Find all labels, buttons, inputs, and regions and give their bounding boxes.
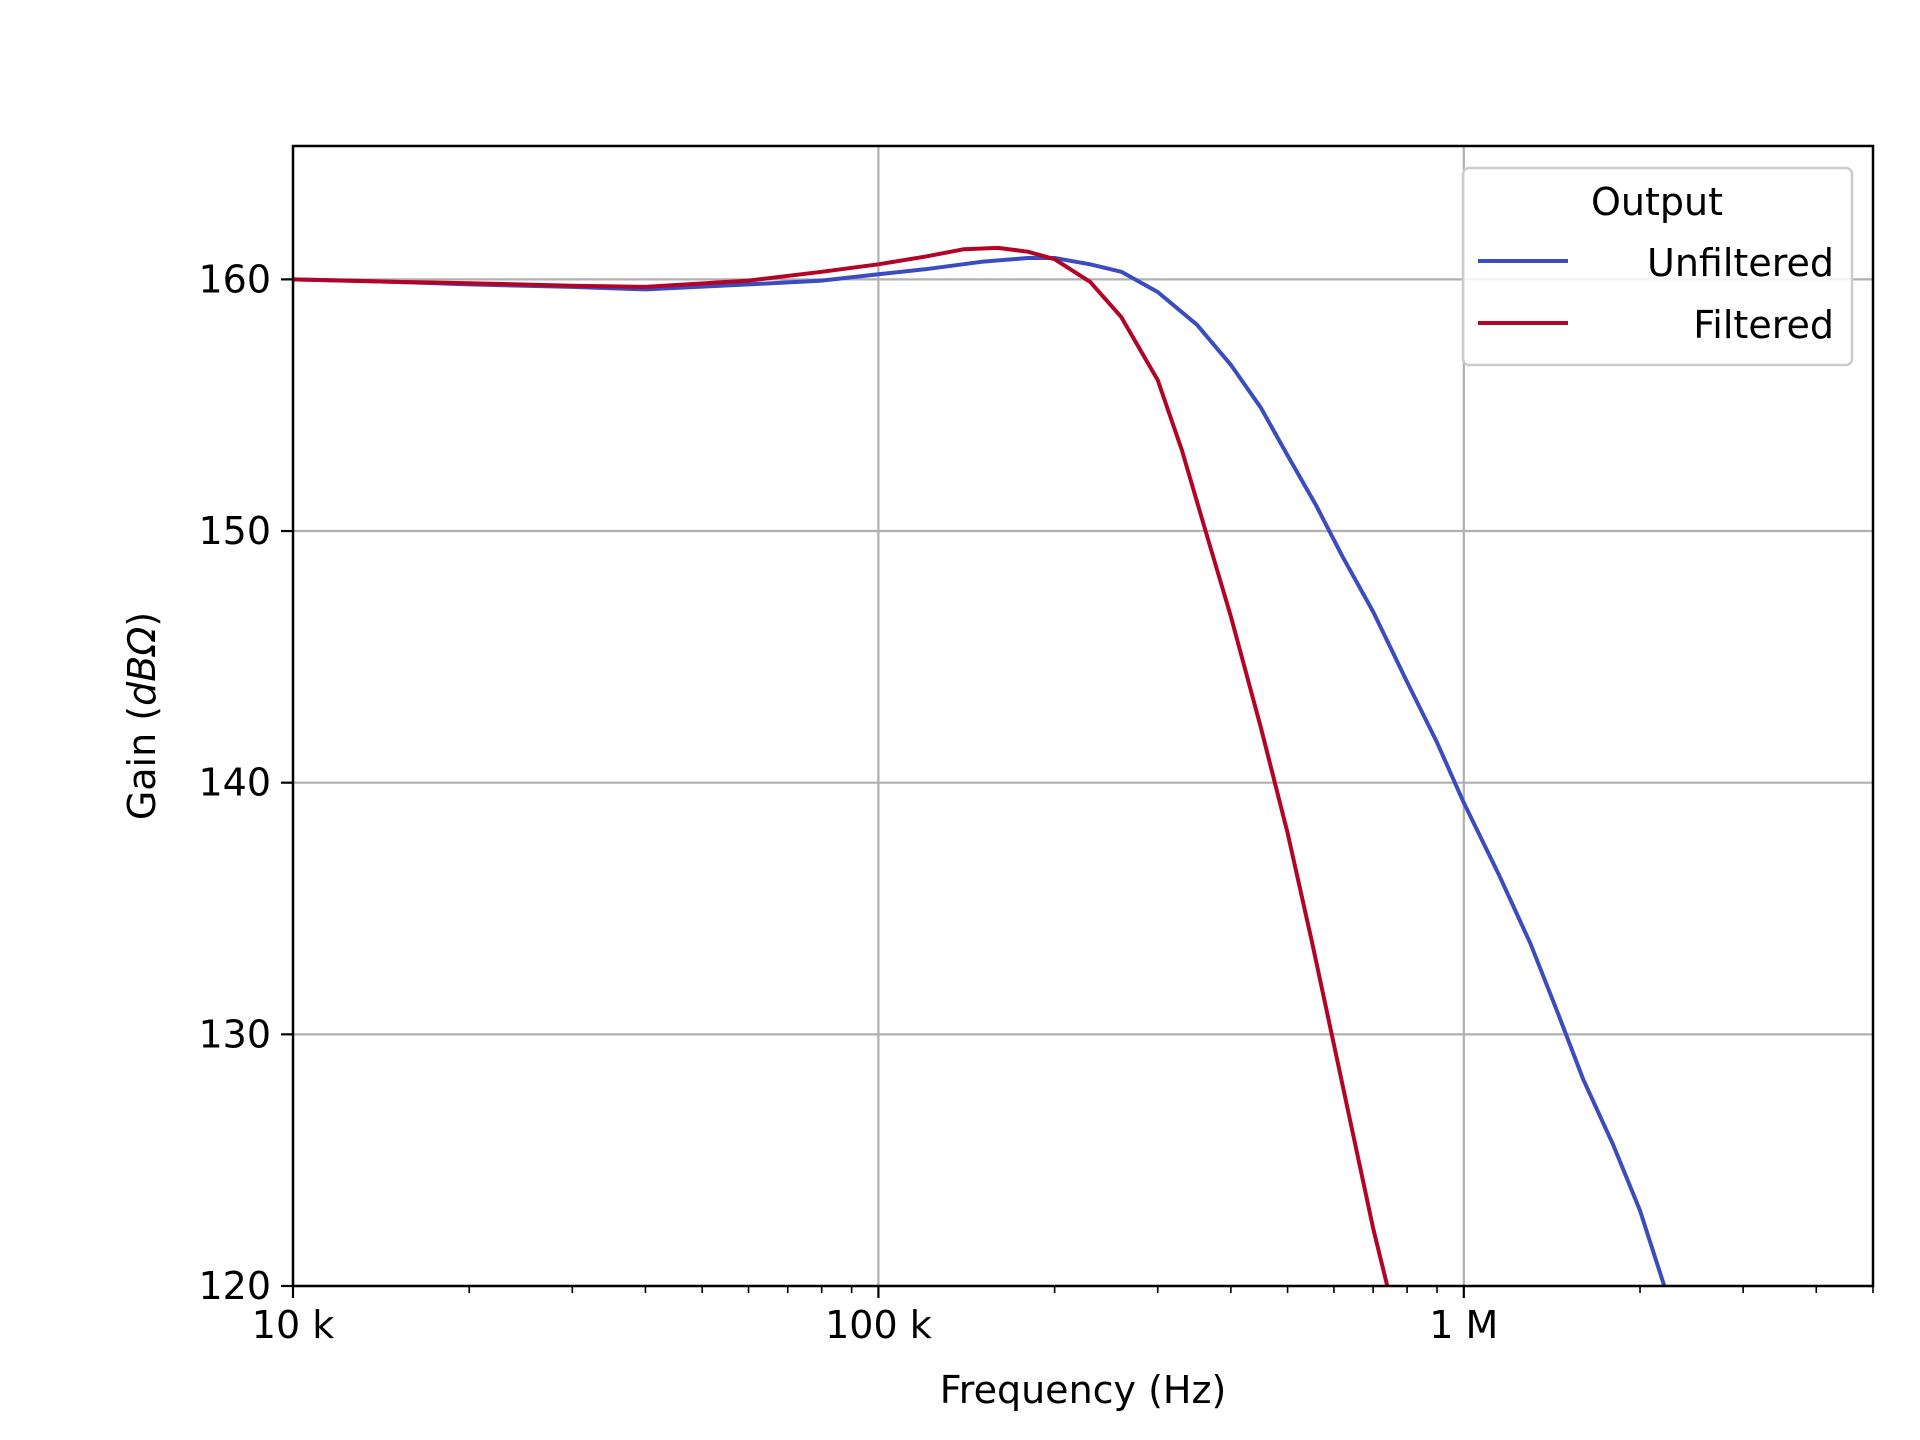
legend-label-unfiltered: Unfiltered	[1647, 241, 1834, 285]
series-line-unfiltered	[293, 256, 1667, 1286]
x-axis-label: Frequency (Hz)	[940, 1368, 1227, 1412]
series-line-filtered	[293, 245, 1390, 1286]
y-axis-ticks: 120 130 140 150 160	[198, 257, 293, 1308]
y-tick-label: 120	[198, 1264, 271, 1308]
x-tick-label: 10 k	[252, 1303, 334, 1347]
plot-frame	[291, 144, 1875, 1288]
y-tick-label: 140	[198, 761, 271, 805]
x-tick-label: 1 M	[1429, 1303, 1498, 1347]
y-tick-label: 130	[198, 1012, 271, 1056]
y-tick-label: 160	[198, 257, 271, 301]
legend: Output Unfiltered Filtered	[1461, 166, 1854, 367]
legend-frame	[1461, 166, 1854, 367]
legend-label-filtered: Filtered	[1693, 303, 1834, 347]
legend-title: Output	[1591, 180, 1723, 224]
y-axis-label: Gain (dBΩ)	[120, 612, 164, 820]
y-tick-label: 150	[198, 509, 271, 553]
x-tick-label: 100 k	[825, 1303, 932, 1347]
x-axis-ticks: 10 k 100 k 1 M	[252, 1286, 1874, 1347]
data-lines	[293, 245, 1667, 1286]
